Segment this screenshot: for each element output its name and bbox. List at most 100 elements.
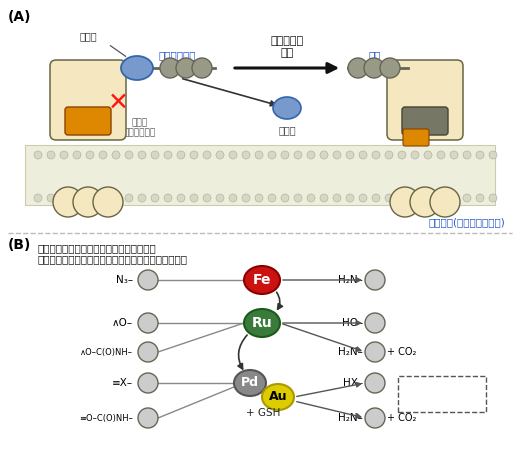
Circle shape [424, 151, 432, 159]
Circle shape [365, 270, 385, 290]
Text: ∧O–: ∧O– [112, 318, 133, 328]
Text: 脱保護: 脱保護 [278, 125, 296, 135]
Circle shape [476, 194, 484, 202]
Ellipse shape [244, 309, 280, 337]
Ellipse shape [234, 370, 266, 396]
Text: ✕: ✕ [108, 91, 128, 115]
Circle shape [60, 194, 68, 202]
Circle shape [242, 151, 250, 159]
Circle shape [177, 151, 185, 159]
Circle shape [176, 58, 196, 78]
Circle shape [390, 187, 420, 217]
Circle shape [190, 194, 198, 202]
Circle shape [151, 151, 159, 159]
Circle shape [410, 187, 440, 217]
Text: 生体直交型
反応: 生体直交型 反応 [270, 36, 304, 58]
Circle shape [450, 151, 458, 159]
Circle shape [489, 151, 497, 159]
Circle shape [365, 313, 385, 333]
Circle shape [112, 151, 120, 159]
Text: 薬剤標的(タンパク質など): 薬剤標的(タンパク質など) [428, 217, 505, 227]
Circle shape [372, 194, 380, 202]
Circle shape [333, 194, 341, 202]
Circle shape [294, 151, 302, 159]
Circle shape [60, 151, 68, 159]
Circle shape [242, 194, 250, 202]
Circle shape [73, 194, 81, 202]
Circle shape [380, 58, 400, 78]
Circle shape [281, 194, 289, 202]
Text: HO–: HO– [342, 318, 363, 328]
Circle shape [430, 187, 460, 217]
Circle shape [99, 194, 107, 202]
Circle shape [138, 342, 158, 362]
Text: 保護基: 保護基 [79, 31, 97, 41]
Circle shape [160, 58, 180, 78]
Circle shape [398, 151, 406, 159]
Circle shape [112, 194, 120, 202]
Circle shape [463, 151, 471, 159]
Text: ≡X–: ≡X– [112, 378, 133, 388]
Circle shape [268, 151, 276, 159]
Circle shape [192, 58, 212, 78]
Circle shape [365, 342, 385, 362]
Circle shape [34, 151, 42, 159]
Text: Ru: Ru [252, 316, 272, 330]
Text: (B): (B) [8, 238, 31, 252]
Circle shape [229, 151, 237, 159]
Text: H₂N–: H₂N– [338, 347, 363, 357]
Circle shape [151, 194, 159, 202]
Ellipse shape [262, 384, 294, 410]
Circle shape [320, 194, 328, 202]
FancyBboxPatch shape [65, 107, 111, 135]
Circle shape [86, 151, 94, 159]
Circle shape [34, 194, 42, 202]
Circle shape [138, 151, 146, 159]
Circle shape [489, 194, 497, 202]
Circle shape [424, 194, 432, 202]
Circle shape [138, 270, 158, 290]
Circle shape [463, 194, 471, 202]
FancyBboxPatch shape [50, 60, 126, 140]
Circle shape [348, 58, 368, 78]
Circle shape [437, 194, 445, 202]
Circle shape [364, 58, 384, 78]
Circle shape [47, 151, 55, 159]
Circle shape [125, 151, 133, 159]
Circle shape [73, 187, 103, 217]
Circle shape [385, 151, 393, 159]
Bar [25, 145, 495, 205]
Circle shape [93, 187, 123, 217]
Circle shape [294, 194, 302, 202]
Circle shape [255, 151, 263, 159]
Circle shape [203, 151, 211, 159]
Circle shape [359, 151, 367, 159]
Text: + CO₂: + CO₂ [387, 347, 417, 357]
Circle shape [398, 194, 406, 202]
FancyBboxPatch shape [387, 60, 463, 140]
Text: 高い
親和性: 高い 親和性 [425, 90, 441, 110]
Circle shape [346, 151, 354, 159]
Text: + CO₂: + CO₂ [387, 413, 417, 423]
Circle shape [268, 194, 276, 202]
Text: ∧O–C(O)NH–: ∧O–C(O)NH– [80, 347, 133, 357]
Circle shape [73, 151, 81, 159]
Text: + GSH: + GSH [246, 408, 280, 418]
Text: H₂N–: H₂N– [338, 413, 363, 423]
Circle shape [411, 151, 419, 159]
Circle shape [476, 151, 484, 159]
Circle shape [138, 373, 158, 393]
Circle shape [125, 194, 133, 202]
Circle shape [99, 151, 107, 159]
Circle shape [177, 194, 185, 202]
Circle shape [307, 151, 315, 159]
Text: 薬剤
(活性あり): 薬剤 (活性あり) [358, 50, 392, 71]
Circle shape [164, 151, 172, 159]
Ellipse shape [273, 97, 301, 119]
Circle shape [216, 194, 224, 202]
Text: N₃–: N₃– [116, 275, 133, 285]
Circle shape [138, 313, 158, 333]
Text: HX–: HX– [343, 378, 363, 388]
Circle shape [203, 194, 211, 202]
Text: X =
N or O: X = N or O [425, 384, 459, 406]
